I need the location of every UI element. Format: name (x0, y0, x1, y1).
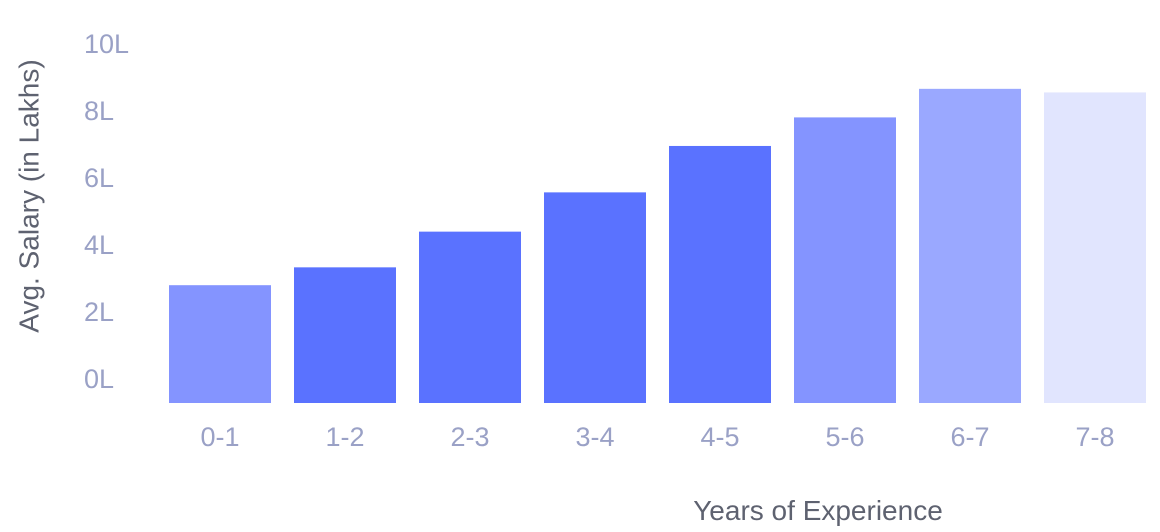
x-tick-label: 3-4 (575, 422, 614, 452)
x-tick-label: 1-2 (325, 422, 364, 452)
bar-5-6 (794, 117, 896, 404)
y-tick-label: 10L (84, 29, 129, 59)
y-tick-label: 6L (84, 163, 114, 193)
x-tick-label: 7-8 (1075, 422, 1114, 452)
y-tick-label: 0L (84, 364, 114, 394)
y-tick-label: 8L (84, 96, 114, 126)
bar-4-5 (669, 145, 771, 403)
x-axis-ticks: 0-1 1-2 2-3 3-4 4-5 5-6 6-7 7-8 (200, 422, 1114, 452)
x-tick-label: 4-5 (700, 422, 739, 452)
bar-6-7 (919, 88, 1021, 403)
bar-3-4 (544, 192, 646, 403)
x-tick-label: 0-1 (200, 422, 239, 452)
y-axis-title: Avg. Salary (in Lakhs) (13, 59, 44, 332)
y-axis-ticks: 0L 2L 4L 6L 8L 10L (84, 29, 129, 394)
y-tick-label: 4L (84, 230, 114, 260)
bars-group (169, 88, 1146, 404)
x-tick-label: 5-6 (825, 422, 864, 452)
x-axis-title: Years of Experience (693, 495, 943, 526)
x-tick-label: 6-7 (950, 422, 989, 452)
bar-7-8 (1044, 92, 1146, 403)
y-tick-label: 2L (84, 297, 114, 327)
bar-1-2 (294, 267, 396, 403)
x-tick-label: 2-3 (450, 422, 489, 452)
bar-2-3 (419, 231, 521, 403)
bar-0-1 (169, 285, 271, 403)
